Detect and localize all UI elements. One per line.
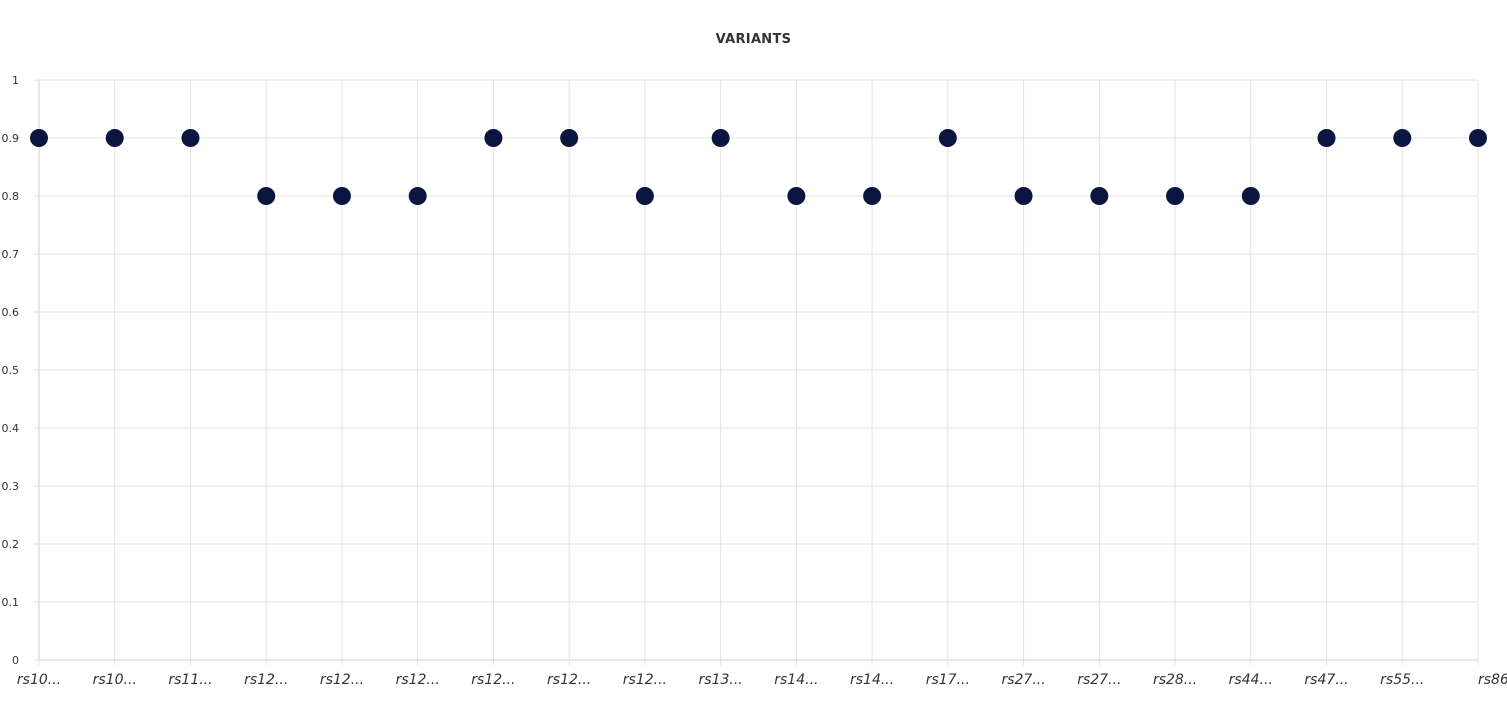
x-tick-label: rs10... [17, 672, 61, 688]
data-point [484, 129, 503, 147]
data-point [408, 187, 427, 205]
data-point [257, 187, 276, 205]
data-point [1166, 187, 1185, 205]
x-tick-label: rs13... [699, 672, 743, 688]
x-tick-label: rs44... [1229, 672, 1273, 688]
x-tick-label: rs12... [623, 672, 667, 688]
data-point [1469, 129, 1487, 147]
y-tick-label: 0.7 [2, 248, 20, 261]
data-point [863, 187, 882, 205]
x-tick-label: rs14... [850, 672, 894, 688]
x-tick-label: rs12... [320, 672, 364, 688]
y-tick-label: 0.2 [2, 538, 20, 551]
x-tick-label: rs17... [926, 672, 970, 688]
data-point [1014, 187, 1033, 205]
data-point [332, 187, 351, 205]
data-point [1317, 129, 1336, 147]
x-tick-label: rs12... [547, 672, 591, 688]
x-tick-label: rs10... [93, 672, 137, 688]
data-point [1393, 129, 1412, 147]
y-tick-label: 1 [12, 74, 19, 87]
x-tick-label: rs12... [471, 672, 515, 688]
y-tick-label: 0.6 [2, 306, 20, 319]
y-tick-label: 0.4 [2, 422, 20, 435]
x-tick-label: rs12... [396, 672, 440, 688]
x-tick-label: rs28... [1153, 672, 1197, 688]
y-tick-label: 0.3 [2, 480, 20, 493]
x-tick-label: rs27... [1077, 672, 1121, 688]
data-point [560, 129, 579, 147]
data-point [181, 129, 200, 147]
data-point [30, 129, 48, 147]
data-point [635, 187, 654, 205]
x-tick-label: rs55... [1380, 672, 1424, 688]
data-point [711, 129, 730, 147]
x-tick-label: rs86 [1478, 672, 1507, 688]
chart-title: VARIANTS [715, 32, 792, 47]
y-tick-label: 0.1 [2, 596, 20, 609]
y-tick-label: 0.8 [2, 190, 20, 203]
y-tick-label: 0 [12, 654, 19, 667]
x-tick-label: rs12... [244, 672, 288, 688]
data-point [787, 187, 806, 205]
x-tick-label: rs11... [168, 672, 212, 688]
data-point [1090, 187, 1109, 205]
y-tick-label: 0.9 [2, 132, 20, 145]
x-tick-label: rs47... [1304, 672, 1348, 688]
y-tick-label: 0.5 [2, 364, 20, 377]
data-point [938, 129, 957, 147]
data-point [105, 129, 124, 147]
data-point [1241, 187, 1260, 205]
x-tick-label: rs27... [1001, 672, 1045, 688]
x-tick-label: rs14... [774, 672, 818, 688]
